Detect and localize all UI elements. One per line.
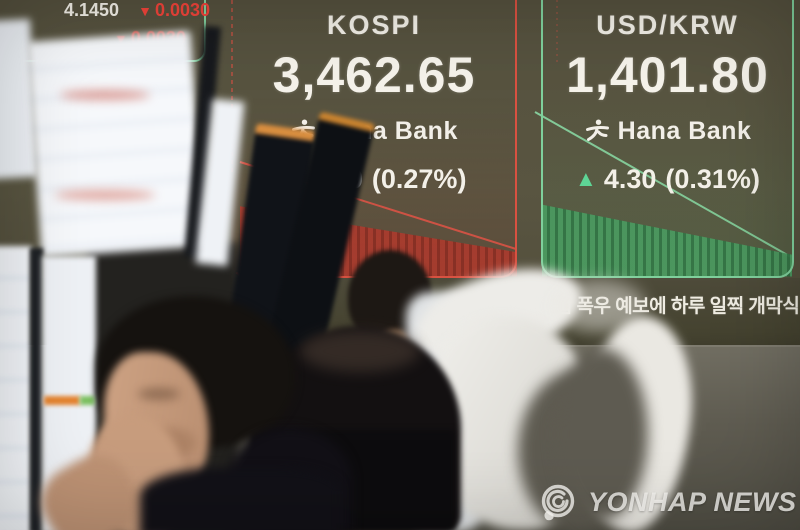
office-chair-gap — [556, 348, 648, 520]
trader-man-body — [140, 468, 340, 530]
fx-rate-value: 4.1450 — [64, 0, 120, 20]
usdkrw-panel: USD/KRW 1,401.80 Hana Bank ▲ 4.30 (0.31%… — [541, 0, 794, 278]
hana-bank-logo-icon — [585, 119, 609, 141]
yonhap-watermark-label: YONHAP NEWS — [588, 486, 797, 517]
usdkrw-change-percent: (0.31%) — [665, 164, 760, 194]
trading-monitor — [26, 30, 206, 258]
kospi-title: KOSPI — [326, 10, 422, 40]
trader-man-brow — [138, 388, 180, 400]
monitor-bezel — [30, 248, 43, 530]
yonhap-watermark: YONHAP NEWS — [538, 482, 797, 522]
kospi-value: 3,462.65 — [272, 47, 476, 103]
kospi-change-percent: (0.27%) — [371, 164, 467, 194]
trading-monitor — [0, 246, 32, 530]
usdkrw-bank-row: Hana Bank — [543, 117, 792, 146]
fx-rate-row: 4.1450 ▼ 0.0030 — [64, 0, 210, 21]
chart-line-smudge — [60, 90, 150, 100]
usdkrw-value: 1,401.80 — [566, 47, 769, 103]
down-triangle-icon: ▼ — [138, 3, 152, 19]
up-triangle-icon: ▲ — [575, 166, 597, 191]
usdkrw-trend-line — [534, 111, 792, 258]
yonhap-logo-icon — [541, 484, 575, 521]
usdkrw-title: USD/KRW — [596, 10, 739, 40]
chart-line-smudge — [55, 190, 155, 200]
usdkrw-change-value: 4.30 — [603, 164, 657, 194]
usdkrw-change-row: ▲ 4.30 (0.31%) — [543, 164, 792, 195]
green-chart-bar — [80, 396, 95, 405]
trader-woman-hair-highlight — [300, 330, 420, 372]
fx-rate-change: 0.0030 — [154, 0, 210, 20]
orange-chart-bar — [44, 396, 80, 405]
hana-bank-label: Hana Bank — [617, 117, 752, 145]
